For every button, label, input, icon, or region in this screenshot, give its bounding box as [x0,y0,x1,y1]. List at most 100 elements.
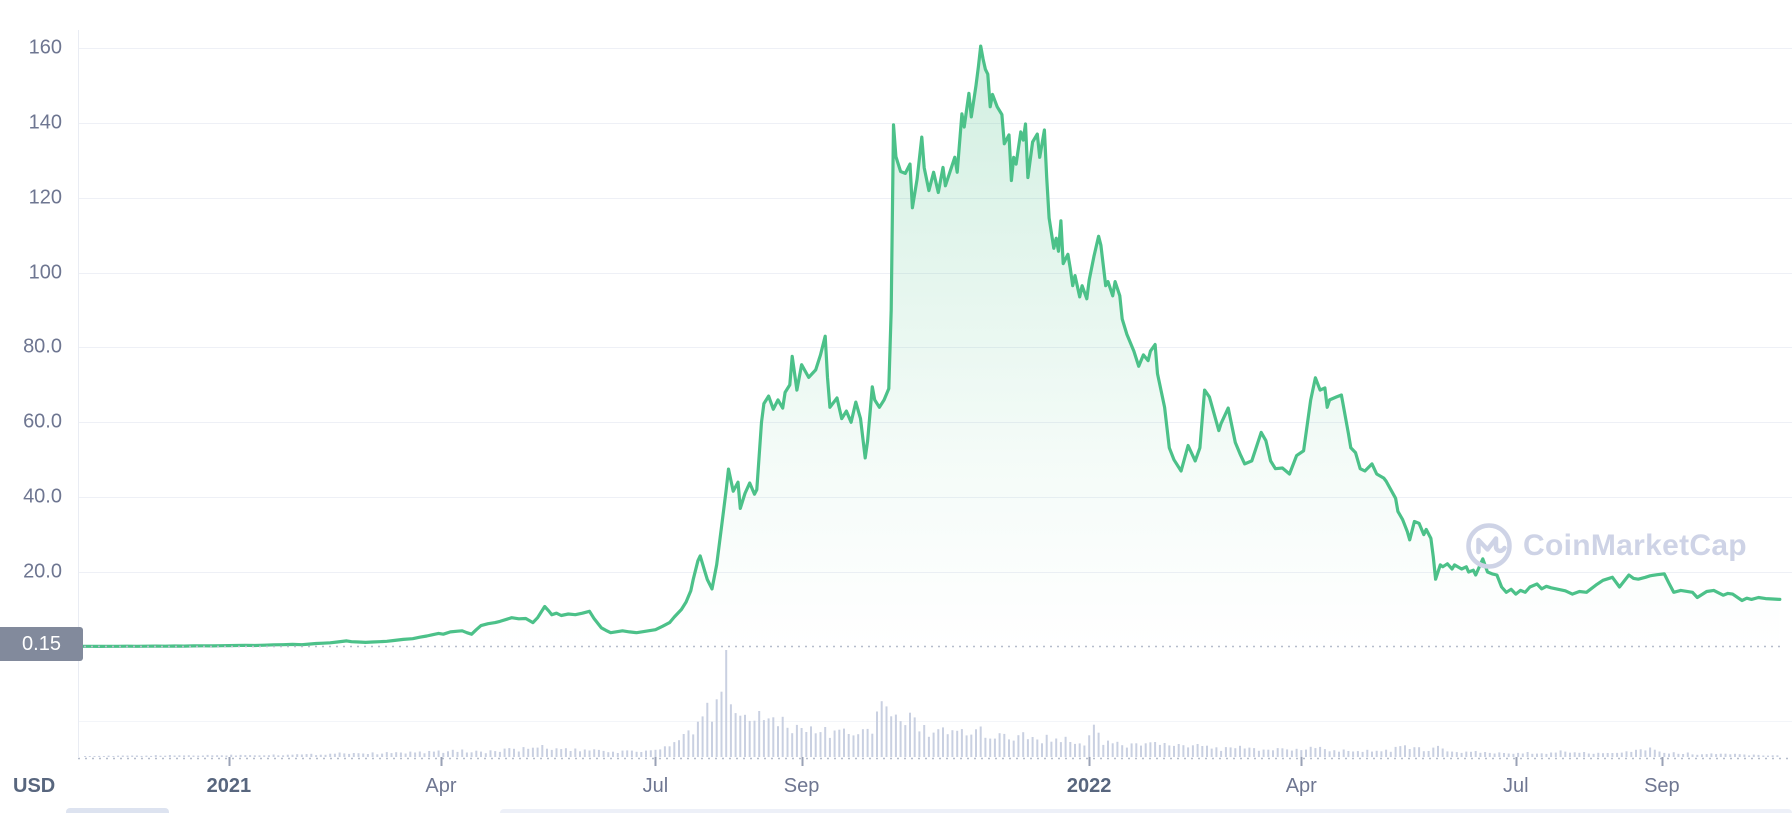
volume-bar [1493,753,1496,757]
volume-bar [1135,743,1138,757]
volume-bar [1102,744,1105,757]
volume-bar [1017,735,1020,757]
volume-bar [296,754,299,757]
volume-bar [1531,753,1534,757]
volume-bar [522,747,525,757]
volume-bar [324,754,327,757]
volume-bar [1653,749,1656,757]
volume-bar [1696,754,1699,757]
volume-bar [1446,751,1449,757]
volume-bar [1116,741,1119,757]
volume-bar [461,749,464,757]
volume-bar [1130,743,1133,757]
volume-bar [1290,750,1293,757]
volume-bar [942,727,944,757]
volume-bar [800,728,803,757]
volume-bar [1470,751,1472,757]
volume-bar [786,727,789,757]
volume-bar [1583,752,1586,757]
volume-bar [371,752,374,757]
volume-bar [927,736,930,757]
volume-bar [536,747,539,757]
volume-bar [1408,749,1411,757]
volume-bar [1748,755,1751,757]
volume-bar [1427,751,1430,757]
volume-bar [1220,750,1223,757]
volume-bar [739,715,742,757]
volume-bar [937,729,940,757]
volume-bar [385,752,388,757]
currency-label: USD [13,775,56,797]
volume-bar [1625,751,1628,757]
volume-bar [1281,748,1284,757]
volume-bar [1125,747,1128,757]
volume-bar [748,720,751,757]
volume-bar [150,755,153,757]
volume-bar [1347,751,1350,757]
volume-bar [173,755,176,757]
volume-bar [423,753,426,757]
volume-bar [1253,748,1256,757]
volume-bar [102,756,105,757]
volume-bar [1715,754,1718,757]
volume-bar [1701,754,1703,757]
volume-bar [1224,747,1227,757]
volume-bar [168,755,171,757]
volume-bar [645,750,647,757]
volume-bar [781,716,784,757]
volume-bar [1356,751,1359,757]
volume-bar [838,729,841,757]
volume-bar [1710,753,1713,757]
volume-bar [329,753,332,757]
volume-bar [1738,754,1741,757]
volume-bar [1158,744,1161,757]
volume-bar [668,746,671,757]
volume-bar [107,755,110,757]
volume-bar [1460,752,1463,757]
volume-bar [791,733,794,757]
volume-bar [1050,741,1053,757]
volume-bar [1286,749,1289,757]
volume-bar [470,752,473,757]
volume-bar [682,734,685,757]
volume-bar [687,730,690,757]
volume-bar [1168,745,1171,757]
volume-bar [1606,753,1609,757]
volume-bar [1144,743,1147,757]
volume-bar [753,720,756,757]
volume-bar [1394,746,1397,757]
volume-bar [1022,732,1025,757]
price-area [78,46,1780,647]
volume-bar [121,755,124,757]
volume-bar [866,728,869,757]
volume-bar [277,755,280,757]
volume-bar [923,725,926,757]
volume-bar [475,750,478,757]
volume-bar [1375,750,1378,757]
volume-bar [1026,739,1029,757]
volume-bar [1554,752,1557,757]
volume-bar [946,734,949,757]
volume-bar [1521,753,1524,757]
volume-bar [635,751,638,757]
volume-bar [1767,755,1769,757]
volume-bar [117,755,120,757]
volume-bar [1092,724,1095,757]
volume-bar [602,750,605,757]
volume-bar [249,755,252,757]
volume-bar [852,735,855,757]
volume-bar [1187,747,1190,757]
volume-bar [1069,742,1072,757]
volume-bar [1036,739,1039,757]
y-axis-tick-label: 20.0 [23,560,62,583]
volume-bar [1437,745,1439,757]
volume-bar [1474,751,1477,757]
volume-bar [805,732,808,757]
volume-bar [498,751,501,757]
volume-bar [1074,743,1076,757]
volume-bar [310,753,313,757]
x-axis-tick-label: Sep [783,775,820,797]
volume-bar [164,755,167,757]
